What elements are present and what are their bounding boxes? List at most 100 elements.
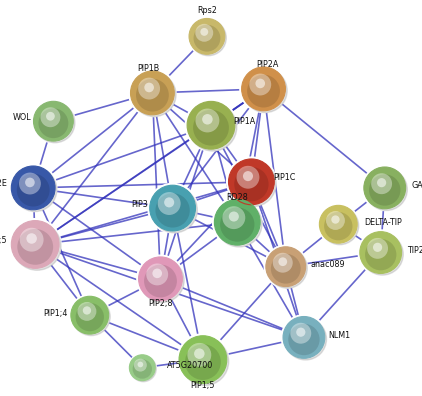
Circle shape <box>137 255 184 303</box>
Text: GAMMA-T: GAMMA-T <box>411 181 422 190</box>
Text: PIP2;5: PIP2;5 <box>0 236 7 245</box>
Circle shape <box>285 318 327 360</box>
Text: RD28: RD28 <box>226 194 248 202</box>
Text: PIP2E: PIP2E <box>0 179 7 188</box>
Circle shape <box>318 204 359 245</box>
Circle shape <box>9 219 61 270</box>
Text: NLM1: NLM1 <box>328 331 350 340</box>
Circle shape <box>130 71 174 115</box>
Circle shape <box>247 75 280 107</box>
Circle shape <box>194 348 205 359</box>
Circle shape <box>164 197 174 208</box>
Text: WOL: WOL <box>13 113 31 122</box>
Circle shape <box>33 101 73 141</box>
Circle shape <box>146 263 168 286</box>
Circle shape <box>129 69 176 116</box>
Circle shape <box>190 20 226 56</box>
Circle shape <box>177 334 229 385</box>
Circle shape <box>11 221 59 268</box>
Circle shape <box>13 223 61 270</box>
Circle shape <box>367 238 388 259</box>
Text: AT5G20700: AT5G20700 <box>167 361 213 370</box>
Circle shape <box>255 79 265 88</box>
Circle shape <box>290 323 311 344</box>
Circle shape <box>230 161 276 207</box>
Circle shape <box>236 166 260 189</box>
Circle shape <box>195 24 213 42</box>
Circle shape <box>132 73 176 116</box>
Circle shape <box>69 295 110 335</box>
Circle shape <box>193 110 229 146</box>
Circle shape <box>365 169 407 210</box>
Circle shape <box>268 248 307 288</box>
Circle shape <box>13 168 57 211</box>
Circle shape <box>158 192 181 215</box>
Circle shape <box>369 174 400 206</box>
Circle shape <box>234 167 268 201</box>
Circle shape <box>324 212 352 240</box>
Circle shape <box>10 164 57 211</box>
Text: Rps2: Rps2 <box>197 6 217 15</box>
Circle shape <box>213 198 262 247</box>
Circle shape <box>373 243 382 252</box>
Circle shape <box>17 174 50 206</box>
Circle shape <box>130 356 156 382</box>
Circle shape <box>194 25 220 51</box>
Circle shape <box>189 103 237 151</box>
Circle shape <box>128 354 156 382</box>
Circle shape <box>32 100 75 143</box>
Text: PIP1A: PIP1A <box>233 117 255 126</box>
Circle shape <box>134 359 147 371</box>
Circle shape <box>71 296 109 334</box>
Circle shape <box>136 79 169 112</box>
Circle shape <box>179 336 227 383</box>
Circle shape <box>242 67 285 111</box>
Text: PIP2A: PIP2A <box>257 60 279 69</box>
Circle shape <box>138 362 143 367</box>
Circle shape <box>152 268 162 278</box>
Circle shape <box>222 206 245 229</box>
Circle shape <box>138 78 160 99</box>
Circle shape <box>216 201 262 247</box>
Circle shape <box>220 208 254 242</box>
Circle shape <box>27 233 37 244</box>
Circle shape <box>155 193 190 228</box>
Circle shape <box>11 166 55 210</box>
Circle shape <box>187 343 211 367</box>
Circle shape <box>360 232 402 274</box>
Circle shape <box>38 108 68 138</box>
Text: TIP2;2: TIP2;2 <box>407 246 422 255</box>
Circle shape <box>279 257 287 266</box>
Circle shape <box>266 247 306 287</box>
Circle shape <box>273 253 293 273</box>
Text: PIP1;5: PIP1;5 <box>191 381 215 390</box>
Circle shape <box>35 103 75 143</box>
Circle shape <box>188 17 226 56</box>
Circle shape <box>185 99 237 151</box>
Circle shape <box>283 316 325 358</box>
Circle shape <box>321 207 359 245</box>
Circle shape <box>181 338 229 385</box>
Circle shape <box>133 359 152 379</box>
Circle shape <box>151 187 197 233</box>
Circle shape <box>73 298 110 335</box>
Circle shape <box>271 254 301 284</box>
Circle shape <box>25 178 35 187</box>
Circle shape <box>377 178 386 187</box>
Circle shape <box>240 65 287 112</box>
Circle shape <box>189 19 225 54</box>
Circle shape <box>195 109 219 132</box>
Circle shape <box>148 183 197 233</box>
Circle shape <box>227 157 276 207</box>
Text: PIP1C: PIP1C <box>273 173 296 182</box>
Circle shape <box>371 173 392 194</box>
Circle shape <box>17 229 53 265</box>
Text: PIP2;8: PIP2;8 <box>148 299 173 308</box>
Circle shape <box>130 355 155 381</box>
Circle shape <box>365 239 396 270</box>
Circle shape <box>229 211 239 221</box>
Circle shape <box>138 257 182 301</box>
Circle shape <box>200 28 208 36</box>
Circle shape <box>185 344 221 380</box>
Circle shape <box>141 259 184 303</box>
